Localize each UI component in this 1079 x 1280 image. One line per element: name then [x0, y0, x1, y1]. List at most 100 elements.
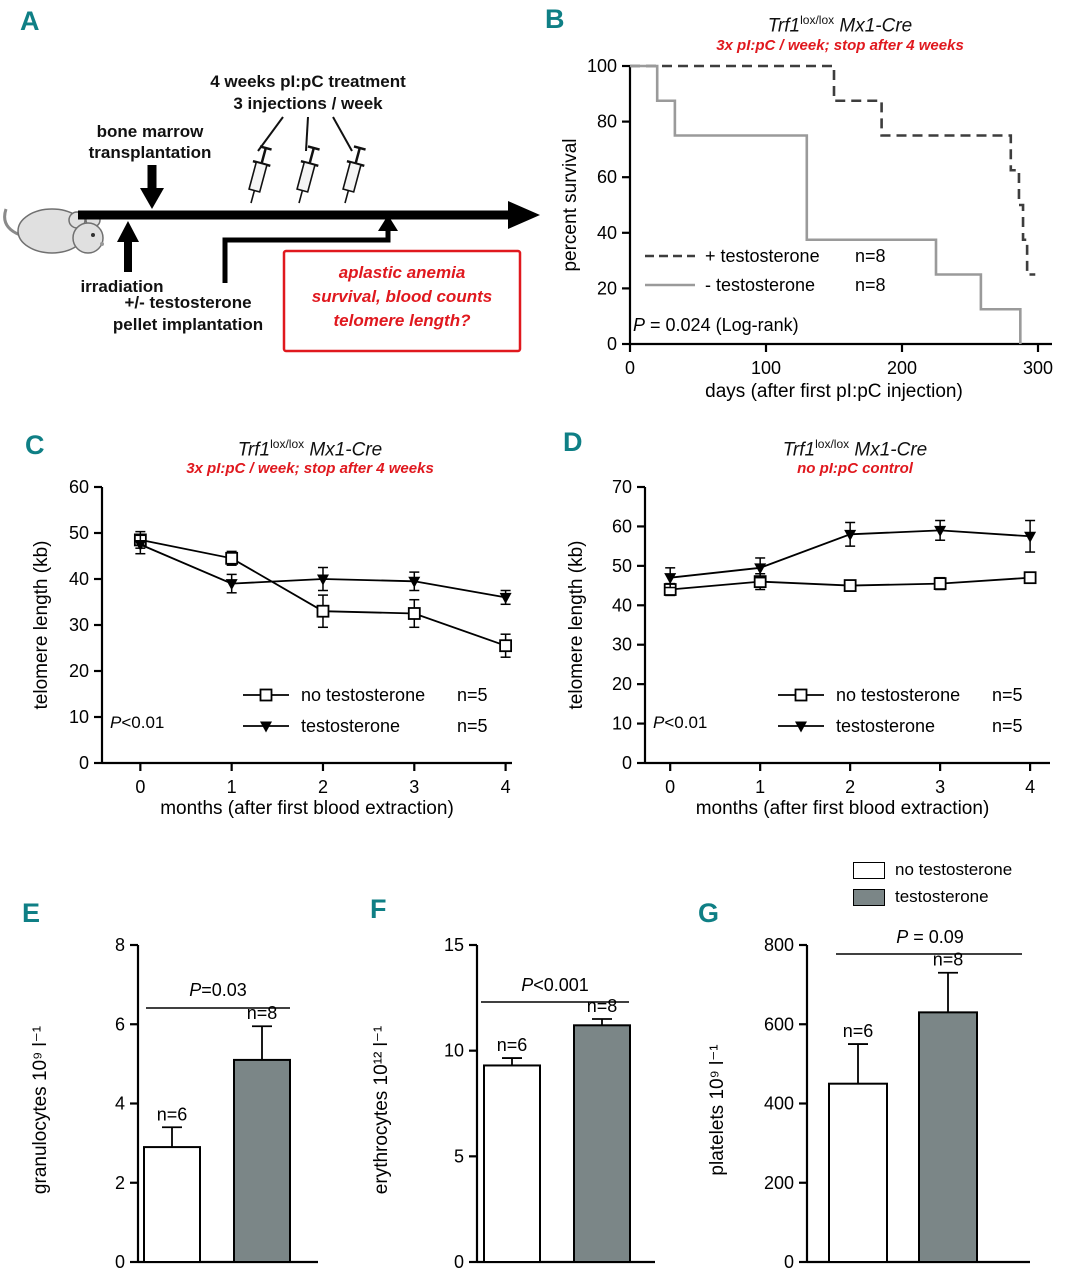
svg-text:erythrocytes 10¹² l⁻¹: erythrocytes 10¹² l⁻¹ — [371, 1026, 392, 1194]
treatment-label-line2: 3 injections / week — [233, 94, 383, 113]
svg-text:n=6: n=6 — [497, 1035, 528, 1055]
svg-text:months (after first blood extr: months (after first blood extraction) — [696, 798, 990, 819]
svg-text:800: 800 — [764, 935, 794, 955]
question-box — [282, 249, 522, 353]
svg-text:400: 400 — [764, 1094, 794, 1114]
svg-text:30: 30 — [612, 635, 632, 655]
panel-label-c: C — [25, 430, 45, 460]
svg-text:n=8: n=8 — [855, 246, 886, 266]
svg-text:200: 200 — [887, 358, 917, 378]
svg-text:20: 20 — [597, 278, 617, 298]
svg-text:10: 10 — [612, 714, 632, 734]
svg-text:20: 20 — [69, 661, 89, 681]
svg-text:1: 1 — [227, 777, 237, 797]
svg-text:200: 200 — [764, 1173, 794, 1193]
svg-text:testosterone: testosterone — [301, 716, 400, 736]
svg-text:100: 100 — [587, 56, 617, 76]
granulocytes-chart: 0 2 4 6 8 granulocytes 10⁹ l⁻¹ n=6 n=8P=0.03 — [30, 935, 318, 1272]
svg-text:30: 30 — [69, 615, 89, 635]
svg-text:60: 60 — [612, 516, 632, 536]
svg-text:3: 3 — [409, 777, 419, 797]
svg-text:4: 4 — [115, 1094, 125, 1114]
svg-text:0: 0 — [454, 1252, 464, 1272]
svg-text:n=5: n=5 — [457, 685, 488, 705]
svg-text:n=6: n=6 — [157, 1104, 188, 1124]
syringe-icon — [342, 145, 366, 204]
svg-text:P<0.001: P<0.001 — [521, 975, 589, 995]
svg-text:0: 0 — [79, 753, 89, 773]
svg-text:40: 40 — [597, 223, 617, 243]
panel-d-subtitle: no pI:pC control — [797, 460, 913, 477]
svg-text:0: 0 — [622, 753, 632, 773]
question-box-line1: aplastic anemia — [339, 263, 466, 282]
svg-text:10: 10 — [444, 1041, 464, 1061]
svg-text:0: 0 — [135, 777, 145, 797]
syringe-connector-lines — [257, 116, 353, 152]
svg-text:70: 70 — [612, 477, 632, 497]
erythrocytes-chart: 0 5 10 15 erythrocytes 10¹² l⁻¹ n=6 n=8P<0.001 — [371, 935, 655, 1272]
bmt-label-line1: bone marrow — [97, 122, 205, 141]
treatment-label-line1: 4 weeks pI:pC treatment — [210, 72, 406, 91]
svg-text:n=8: n=8 — [587, 996, 618, 1016]
survival-chart: 0 20 40 60 80 100 0 100 200 300 percent survival da… — [560, 56, 1053, 402]
svg-text:100: 100 — [751, 358, 781, 378]
panel-b-subtitle: 3x pI:pC / week; stop after 4 weeks — [716, 37, 964, 54]
bmt-label-line2: transplantation — [89, 143, 212, 162]
irradiation-arrow — [117, 221, 139, 272]
panel-label-f: F — [370, 894, 387, 924]
panel-label-d: D — [563, 427, 583, 457]
panel-label-b: B — [545, 4, 565, 34]
svg-text:n=5: n=5 — [992, 685, 1023, 705]
question-box-line3: telomere length? — [334, 311, 472, 330]
svg-text:4: 4 — [1025, 777, 1035, 797]
syringe-icon — [248, 145, 272, 204]
svg-text:40: 40 — [612, 595, 632, 615]
legend-row: testosterone — [853, 887, 1012, 907]
svg-text:P = 0.024 (Log-rank): P = 0.024 (Log-rank) — [633, 315, 799, 335]
svg-text:50: 50 — [612, 556, 632, 576]
svg-text:telomere length (kb): telomere length (kb) — [31, 541, 52, 710]
svg-text:testosterone: testosterone — [836, 716, 935, 736]
testosterone-label-line1: +/- testosterone — [124, 293, 251, 312]
svg-text:n=6: n=6 — [843, 1021, 874, 1041]
svg-text:0: 0 — [665, 777, 675, 797]
no-testosterone-swatch — [853, 861, 885, 879]
svg-text:15: 15 — [444, 935, 464, 955]
svg-text:600: 600 — [764, 1014, 794, 1034]
telomere-chart-treated: 0 10 20 30 40 50 60 0 1 2 3 4 telomere length (kb) mo… — [31, 477, 513, 819]
bmt-arrow — [140, 165, 164, 209]
testosterone-label-line2: pellet implantation — [113, 315, 263, 334]
svg-text:months (after first blood extr: months (after first blood extraction) — [160, 798, 454, 819]
svg-text:6: 6 — [115, 1014, 125, 1034]
panel-b-title: Trf1lox/lox Mx1-Cre — [767, 13, 913, 37]
svg-text:P=0.03: P=0.03 — [189, 980, 247, 1000]
svg-text:0: 0 — [607, 334, 617, 354]
panel-label-a: A — [20, 6, 40, 36]
testosterone-swatch — [853, 888, 885, 906]
svg-text:8: 8 — [115, 935, 125, 955]
panel-d-title: Trf1lox/lox Mx1-Cre — [782, 437, 928, 461]
svg-text:telomere length (kb): telomere length (kb) — [566, 541, 587, 710]
svg-text:10: 10 — [69, 707, 89, 727]
svg-text:- testosterone: - testosterone — [705, 275, 815, 295]
svg-text:percent survival: percent survival — [560, 138, 581, 271]
svg-text:2: 2 — [318, 777, 328, 797]
svg-text:n=8: n=8 — [933, 950, 964, 970]
svg-text:P<0.01: P<0.01 — [110, 713, 164, 732]
panel-label-e: E — [22, 898, 41, 928]
svg-text:5: 5 — [454, 1146, 464, 1166]
legend-row: no testosterone — [853, 860, 1012, 880]
panel-c-title: Trf1lox/lox Mx1-Cre — [237, 437, 383, 461]
svg-text:P<0.01: P<0.01 — [653, 713, 707, 732]
mouse-icon — [3, 208, 104, 254]
legend-label-no-testosterone: no testosterone — [895, 860, 1013, 879]
svg-text:3: 3 — [935, 777, 945, 797]
svg-text:0: 0 — [784, 1252, 794, 1272]
irradiation-label: irradiation — [80, 277, 163, 296]
svg-text:60: 60 — [69, 477, 89, 497]
svg-text:+ testosterone: + testosterone — [705, 246, 820, 266]
svg-text:no testosterone: no testosterone — [301, 685, 425, 705]
svg-text:n=8: n=8 — [247, 1003, 278, 1023]
svg-text:days (after first pI:pC inject: days (after first pI:pC injection) — [705, 381, 963, 402]
